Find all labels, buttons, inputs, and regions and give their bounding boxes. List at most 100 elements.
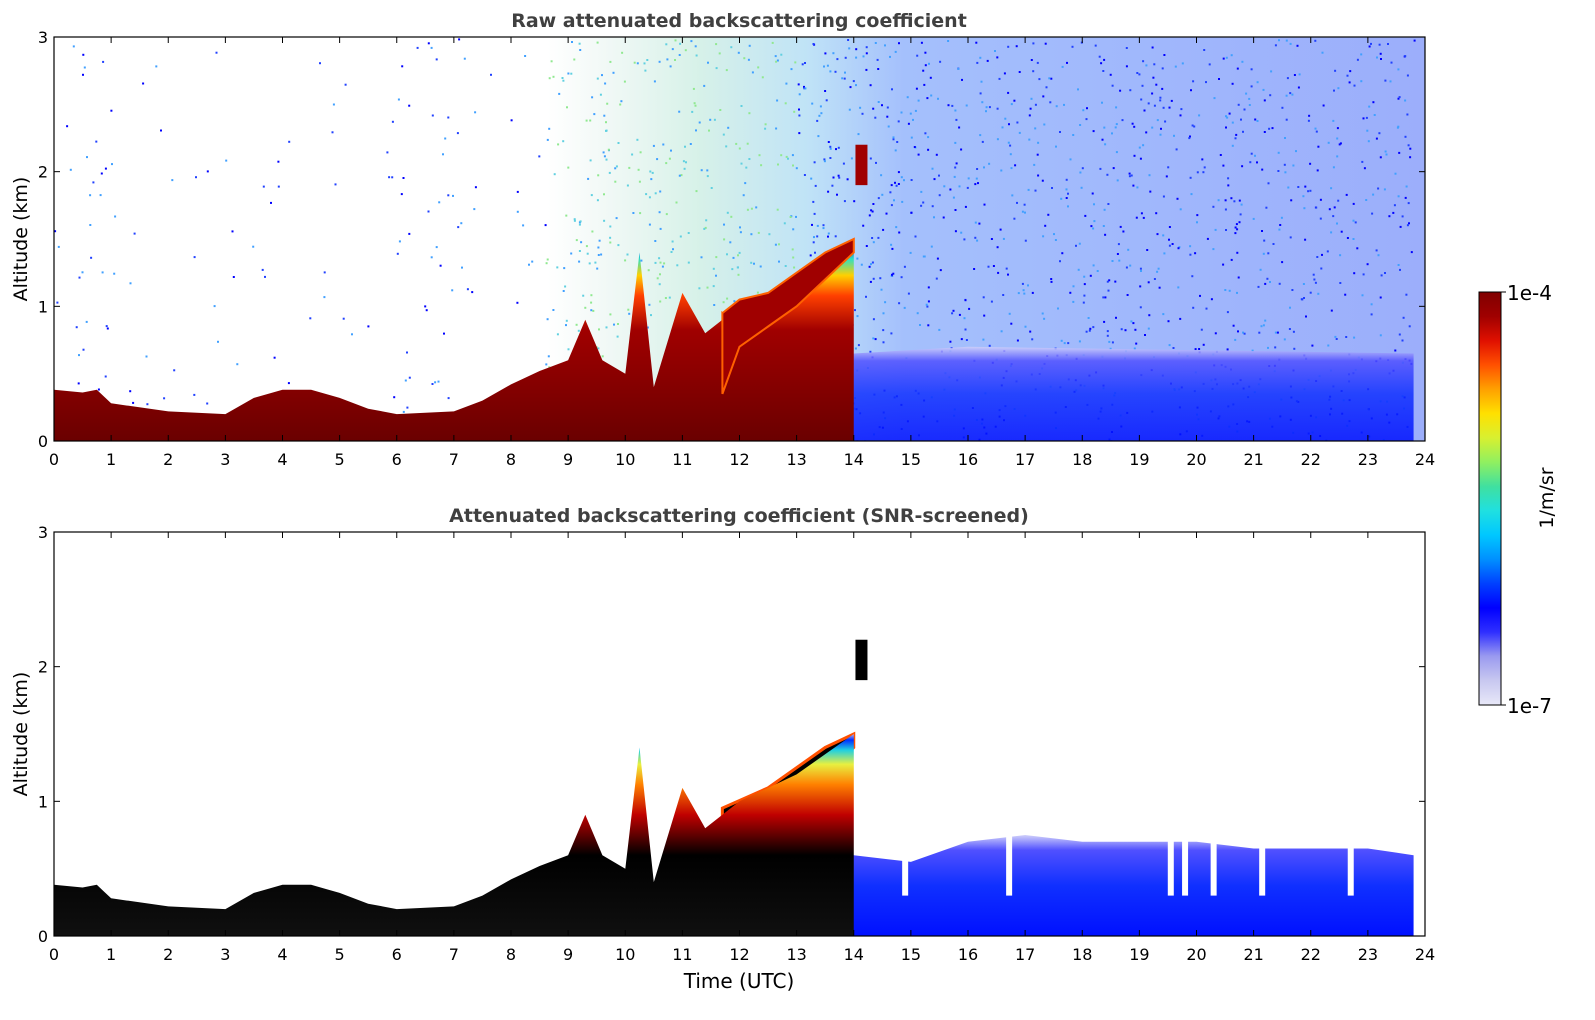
noise-speck — [1225, 56, 1228, 59]
noise-speck — [563, 267, 566, 270]
noise-speck — [1036, 61, 1039, 64]
noise-speck — [1138, 146, 1141, 149]
noise-speck — [408, 232, 411, 235]
noise-speck — [1198, 348, 1201, 350]
noise-speck — [748, 112, 751, 115]
noise-speck — [565, 324, 567, 327]
noise-speck — [1202, 343, 1205, 346]
noise-speck — [570, 252, 573, 255]
noise-speck — [1399, 225, 1402, 228]
noise-speck — [603, 155, 606, 158]
noise-speck — [1236, 67, 1239, 70]
noise-speck — [881, 193, 884, 196]
noise-speck — [473, 208, 476, 211]
noise-speck — [896, 141, 899, 143]
noise-speck — [1212, 205, 1215, 208]
noise-speck — [1384, 79, 1387, 82]
noise-speck — [842, 162, 845, 165]
noise-speck — [1175, 148, 1178, 151]
noise-speck — [860, 263, 863, 266]
noise-speck — [810, 177, 813, 180]
noise-speck — [113, 272, 116, 275]
noise-speck — [1202, 171, 1205, 174]
noise-speck — [658, 211, 661, 214]
noise-speck — [544, 224, 547, 227]
noise-speck — [690, 40, 693, 43]
noise-speck — [827, 141, 830, 143]
noise-speck — [1129, 89, 1132, 92]
noise-speck — [882, 329, 885, 332]
noise-speck — [1352, 202, 1355, 205]
noise-speck — [1311, 344, 1314, 347]
noise-speck — [649, 170, 652, 173]
noise-speck — [822, 227, 825, 230]
noise-speck — [927, 286, 930, 289]
noise-speck — [1016, 339, 1019, 342]
noise-speck — [1338, 143, 1341, 146]
noise-speck — [1049, 101, 1052, 104]
noise-speck — [670, 149, 672, 152]
noise-speck — [1397, 97, 1400, 100]
noise-speck — [1007, 273, 1009, 276]
noise-speck — [1053, 233, 1055, 236]
noise-speck — [1092, 227, 1095, 230]
noise-speck — [1142, 144, 1145, 147]
noise-speck — [1284, 137, 1286, 139]
noise-speck — [1041, 312, 1044, 315]
noise-speck — [552, 309, 555, 311]
noise-speck — [1378, 43, 1381, 46]
noise-speck — [1167, 166, 1170, 169]
noise-speck — [1407, 202, 1410, 205]
noise-speck — [1041, 179, 1044, 182]
noise-speck — [656, 277, 659, 280]
noise-speck — [1334, 335, 1337, 338]
noise-speck — [844, 71, 846, 74]
noise-speck — [1235, 133, 1238, 136]
panel-raw-title: Raw attenuated backscattering coefficien… — [511, 10, 967, 32]
x-tick-label: 20 — [1186, 450, 1206, 469]
noise-speck — [1093, 220, 1096, 223]
noise-speck — [640, 259, 643, 262]
noise-speck — [854, 309, 856, 312]
x-tick-label: 4 — [277, 945, 287, 964]
noise-speck — [1365, 116, 1368, 119]
noise-speck — [1401, 339, 1404, 342]
noise-speck — [160, 129, 162, 132]
noise-speck — [474, 186, 477, 189]
noise-speck — [900, 276, 903, 279]
noise-speck — [1106, 334, 1109, 337]
noise-speck — [1302, 195, 1305, 198]
noise-speck — [1139, 285, 1142, 288]
noise-speck — [1156, 270, 1159, 273]
noise-speck — [1316, 169, 1319, 172]
noise-speck — [952, 309, 955, 312]
noise-speck — [1291, 289, 1294, 291]
noise-speck — [695, 54, 698, 57]
noise-speck — [1071, 45, 1074, 48]
noise-speck — [761, 76, 764, 79]
noise-speck — [562, 140, 565, 143]
noise-speck — [949, 188, 952, 191]
noise-speck — [795, 215, 797, 218]
noise-speck — [1115, 106, 1118, 109]
noise-speck — [1051, 187, 1053, 189]
noise-speck — [738, 147, 741, 150]
noise-speck — [402, 410, 405, 413]
noise-speck — [1131, 122, 1134, 125]
noise-speck — [1189, 135, 1191, 138]
noise-speck — [1057, 307, 1059, 310]
noise-speck — [1296, 44, 1299, 47]
noise-speck — [575, 239, 578, 242]
noise-speck — [1008, 312, 1011, 315]
noise-speck — [1390, 61, 1393, 64]
noise-speck — [824, 52, 827, 55]
noise-speck — [1139, 306, 1142, 309]
noise-speck — [703, 84, 706, 87]
noise-speck — [1133, 154, 1136, 157]
noise-speck — [623, 80, 626, 83]
noise-speck — [776, 208, 779, 211]
noise-speck — [698, 121, 701, 124]
noise-speck — [1227, 177, 1230, 180]
noise-speck — [1261, 230, 1263, 232]
noise-speck — [865, 295, 867, 298]
